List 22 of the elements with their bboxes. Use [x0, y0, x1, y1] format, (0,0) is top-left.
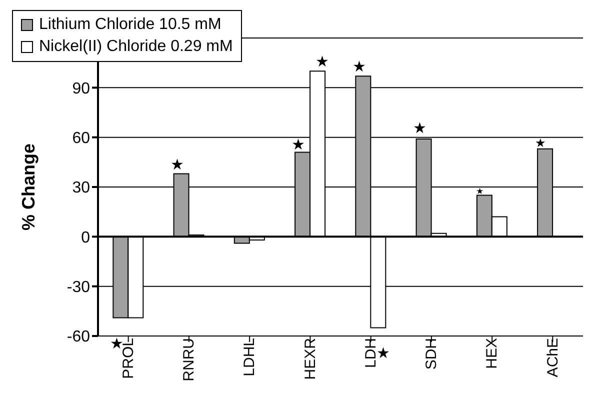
annotation: ★: [535, 136, 546, 150]
annotation: ★: [476, 186, 484, 196]
annotation: ★: [352, 58, 366, 76]
x-tick-label: LDHL: [241, 338, 258, 376]
x-tick-label: HEX: [484, 338, 501, 369]
x-tick-label: RNRU: [180, 338, 198, 382]
legend-label: Lithium Chloride 10.5 mM: [39, 15, 222, 35]
y-tick-label: -60: [66, 328, 90, 346]
annotation: ★: [292, 136, 305, 154]
x-tick-label: AChE: [544, 338, 562, 378]
x-tick-label: HEXR: [302, 338, 319, 380]
legend-label: Nickel(II) Chloride 0.29 mM: [39, 37, 233, 57]
y-tick-label: 30: [72, 180, 90, 197]
annotation: ★: [170, 156, 184, 174]
y-tick-label: 0: [81, 229, 90, 246]
y-tick-label: -30: [66, 279, 90, 296]
y-tick-label: 60: [72, 130, 90, 148]
y-tick-label: 90: [72, 80, 90, 98]
annotation: ★: [316, 54, 329, 71]
x-tick-label: SDH: [423, 338, 440, 370]
annotation: ★: [412, 120, 426, 137]
y-axis-title: % Change: [18, 143, 38, 231]
